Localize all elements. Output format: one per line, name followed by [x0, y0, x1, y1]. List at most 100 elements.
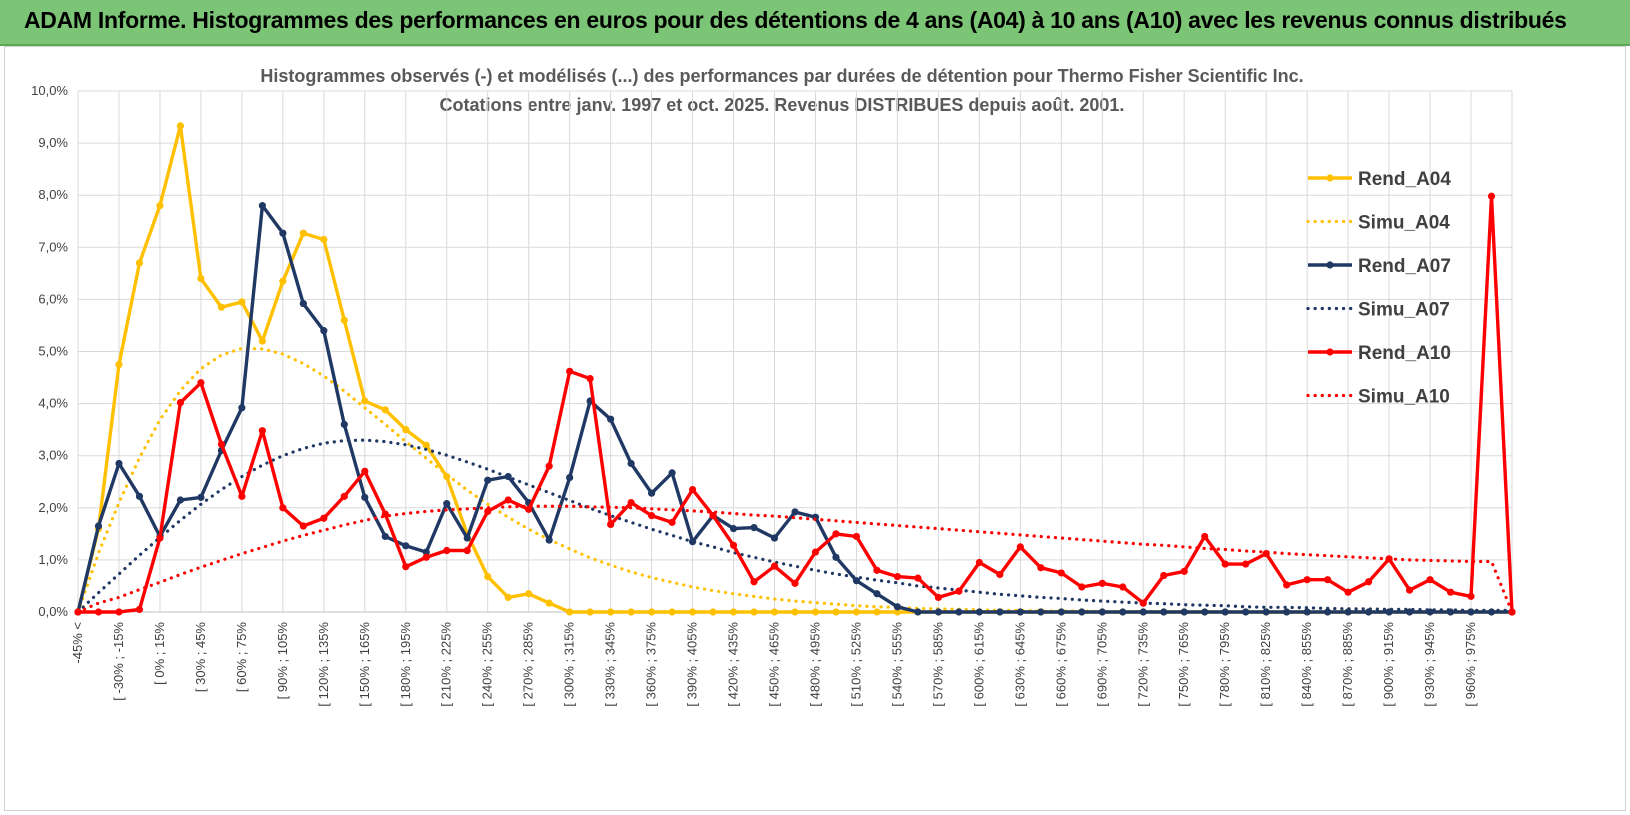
legend-simu-a10-label[interactable]: Simu_A10 — [1358, 387, 1450, 408]
x-tick-label: [ 390% ; 405% — [685, 622, 700, 707]
title-banner: ADAM Informe. Histogrammes des performan… — [0, 0, 1630, 46]
legend-simu-a04-label[interactable]: Simu_A04 — [1358, 213, 1450, 234]
rend-a07-point — [873, 590, 881, 598]
x-tick-label: [ 870% ; 885% — [1340, 622, 1355, 707]
rend-a07-point — [1057, 608, 1065, 616]
x-tick-label: [ 420% ; 435% — [726, 622, 741, 707]
x-tick-label: [ 240% ; 255% — [480, 622, 495, 707]
rend-a07-point — [893, 603, 902, 611]
rend-a07-point — [1119, 608, 1127, 616]
rend-a07-point — [1201, 608, 1209, 616]
rend-a10-point — [1160, 571, 1168, 580]
rend-a10-point — [893, 572, 902, 581]
rend-a07-point — [402, 542, 410, 550]
y-tick-label: 6,0% — [38, 291, 68, 306]
x-tick-label: [ 840% ; 855% — [1299, 622, 1314, 707]
x-tick-label: [ 660% ; 675% — [1053, 622, 1068, 707]
series-simu-a04-line — [76, 346, 1514, 614]
rend-a04-point — [545, 599, 553, 607]
rend-a10-point — [688, 485, 697, 494]
legend-rend-a04-label[interactable]: Rend_A04 — [1358, 169, 1451, 190]
x-tick-label: [ 630% ; 645% — [1012, 622, 1027, 707]
rend-a04-point — [709, 608, 717, 616]
rend-a10-point — [1344, 588, 1352, 596]
rend-a10-point — [299, 522, 307, 530]
rend-a10-point — [729, 541, 738, 549]
x-tick-label: [ 720% ; 735% — [1135, 622, 1150, 707]
x-tick-label: [ 120% ; 135% — [316, 622, 331, 707]
rend-a07-point — [566, 473, 574, 482]
rend-a07-point — [1221, 608, 1229, 616]
rend-a07-point — [627, 459, 635, 468]
y-tick-label: 2,0% — [38, 500, 68, 515]
series-layer — [74, 122, 1516, 616]
rend-a07-point — [545, 536, 553, 544]
rend-a10-point — [463, 546, 471, 555]
x-tick-label: [ 690% ; 705% — [1094, 622, 1109, 707]
series-simu-a10-line — [76, 504, 1514, 614]
rend-a10-point — [648, 512, 656, 520]
rend-a04-point — [340, 316, 348, 324]
rend-a04-point — [607, 608, 615, 616]
y-tick-label: 3,0% — [38, 448, 68, 463]
rend-a04-point — [402, 426, 410, 434]
rend-a04-point — [873, 608, 881, 616]
rend-a10-point — [545, 462, 553, 470]
rend-a07-point — [1262, 608, 1270, 616]
rend-a10-point — [750, 578, 758, 586]
rend-a10-point — [1426, 576, 1434, 584]
y-axis: 0,0% 1,0% 2,0% 3,0% 4,0% 5,0% 6,0% 7,0% 8,0% 9,0%… — [31, 83, 68, 619]
rend-a07-point — [934, 608, 943, 616]
rend-a07-point — [1139, 608, 1147, 616]
legend-simu-a07-label[interactable]: Simu_A07 — [1358, 300, 1450, 321]
rend-a10-point — [996, 570, 1004, 579]
rend-a10-point — [791, 579, 799, 587]
rend-a10-point — [914, 574, 922, 582]
rend-a10-point — [934, 593, 943, 602]
rend-a10-point — [1467, 592, 1475, 600]
rend-a10-point — [504, 496, 512, 504]
rend-a07-point — [135, 492, 144, 500]
rend-a04-point — [791, 608, 799, 616]
x-tick-label: [ 900% ; 915% — [1381, 622, 1396, 707]
chart-title-line1: Histogrammes observés (-) et modélisés (… — [260, 66, 1303, 86]
rend-a10-point — [258, 427, 266, 435]
chart-title-line2: Cotations entre janv. 1997 et oct. 2025.… — [440, 95, 1125, 115]
rend-a04-point — [811, 608, 820, 616]
x-tick-label: [ -30% ; -15% — [111, 622, 126, 701]
rend-a07-point — [94, 522, 103, 530]
rend-a10-point — [1365, 578, 1373, 586]
rend-a10-point — [668, 518, 676, 526]
x-tick-label: [ 960% ; 975% — [1463, 622, 1478, 707]
rend-a10-point — [238, 492, 246, 500]
rend-a04-point — [156, 202, 164, 210]
rend-a04-point — [279, 277, 287, 285]
legend-rend-a10-label[interactable]: Rend_A10 — [1358, 343, 1451, 364]
rend-a04-point — [484, 572, 492, 581]
rend-a07-point — [115, 459, 123, 468]
x-tick-label: [ 780% ; 795% — [1217, 622, 1232, 707]
rend-a04-point — [299, 229, 307, 237]
rend-a07-point — [1283, 608, 1291, 616]
rend-a10-point — [1180, 567, 1188, 575]
rend-a10-point — [975, 558, 983, 567]
rend-a07-point — [996, 608, 1004, 616]
rend-a04-point — [729, 608, 738, 616]
rend-a07-point — [791, 508, 799, 516]
rend-a10-point — [320, 514, 328, 522]
rend-a10-point — [197, 379, 205, 387]
legend-rend-a07-label[interactable]: Rend_A07 — [1358, 256, 1451, 277]
x-tick-label: [ 360% ; 375% — [644, 622, 659, 707]
rend-a07-point — [381, 532, 389, 541]
x-axis: -45% < [ -30% ; -15% [ 0% ; 15% [ 30% ; 45%… — [70, 611, 1512, 707]
legend[interactable]: Rend_A04 Simu_A04 Rend_A07 Simu_A07 Rend_A10… — [1306, 169, 1451, 408]
rend-a10-point — [1221, 560, 1229, 568]
rend-a10-point — [1446, 588, 1455, 596]
report-title: ADAM Informe. Histogrammes des performan… — [24, 7, 1567, 33]
rend-a10-point — [1242, 560, 1250, 568]
rend-a07-point — [1160, 608, 1168, 616]
rend-a10-point — [1037, 564, 1045, 572]
rend-a07-point — [750, 523, 758, 532]
rend-a07-point — [975, 608, 983, 616]
rend-a10-point — [1016, 543, 1024, 551]
